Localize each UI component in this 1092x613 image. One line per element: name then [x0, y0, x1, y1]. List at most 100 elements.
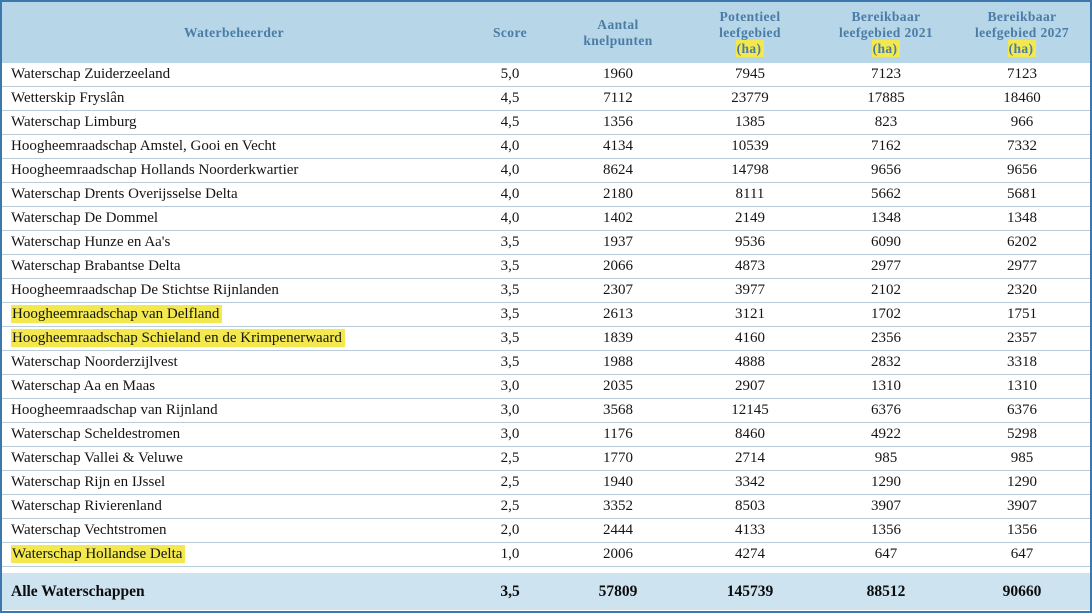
bereikbaar-2027-cell: 7332	[1007, 138, 1037, 154]
waterbeheerder-cell: Waterschap De Dommel	[2, 207, 466, 230]
knelpunten-cell: 1960	[603, 66, 633, 82]
waterbeheerder-name: Hoogheemraadschap Hollands Noorderkwarti…	[11, 162, 299, 178]
waterbeheerder-cell: Waterschap Brabantse Delta	[2, 255, 466, 278]
knelpunten-cell: 1770	[603, 450, 633, 466]
totals-score: 3,5	[500, 583, 520, 600]
waterbeheerder-name: Wetterskip Fryslân	[11, 90, 125, 106]
table-row: Waterschap Limburg 4,5 1356 1385 823 966	[2, 111, 1090, 135]
totals-potentieel: 145739	[726, 583, 774, 600]
waterbeheerder-cell: Waterschap Aa en Maas	[2, 375, 466, 398]
score-cell: 1,0	[500, 546, 520, 562]
potentieel-cell: 10539	[731, 138, 769, 154]
score-cell: 3,5	[500, 330, 520, 346]
bereikbaar-2021-cell: 1348	[871, 210, 901, 226]
bereikbaar-2021-cell: 4922	[871, 426, 901, 442]
bereikbaar-2027-cell: 7123	[1007, 66, 1037, 82]
table-row: Waterschap Zuiderzeeland 5,0 1960 7945 7…	[2, 63, 1090, 87]
bereikbaar-2021-cell: 1356	[871, 522, 901, 538]
score-cell: 4,0	[500, 162, 520, 178]
waterbeheerder-cell: Waterschap Zuiderzeeland	[2, 63, 466, 86]
knelpunten-cell: 2066	[603, 258, 633, 274]
bereikbaar-2021-cell: 985	[874, 450, 898, 466]
bereikbaar-2027-cell: 1290	[1007, 474, 1037, 490]
waterbeheerder-name: Waterschap Noorderzijlvest	[11, 354, 178, 370]
bereikbaar-2027-cell: 985	[1010, 450, 1034, 466]
potentieel-cell: 1385	[735, 114, 765, 130]
score-cell: 3,0	[500, 402, 520, 418]
table-row: Hoogheemraadschap Amstel, Gooi en Vecht …	[2, 135, 1090, 159]
bereikbaar-2027-cell: 647	[1010, 546, 1034, 562]
score-cell: 3,5	[500, 234, 520, 250]
waterbeheerder-cell: Waterschap Hollandse Delta	[2, 543, 466, 566]
knelpunten-cell: 1176	[603, 426, 633, 442]
bereikbaar-2027-cell: 3318	[1007, 354, 1037, 370]
waterbeheerder-name: Waterschap Zuiderzeeland	[11, 66, 171, 82]
knelpunten-cell: 2444	[603, 522, 633, 538]
potentieel-cell: 4160	[735, 330, 765, 346]
totals-bereikbaar-2027: 90660	[1002, 583, 1042, 600]
waterbeheerder-cell: Waterschap Vallei & Veluwe	[2, 447, 466, 470]
table-row: Wetterskip Fryslân 4,5 7112 23779 17885 …	[2, 87, 1090, 111]
header-row: Waterbeheerder Score Aantal knelpunten Poten…	[2, 2, 1090, 63]
column-header: Waterbeheerder	[183, 24, 285, 40]
totals-bereikbaar-2021: 88512	[866, 583, 906, 600]
bereikbaar-2027-cell: 9656	[1007, 162, 1037, 178]
score-cell: 3,0	[500, 378, 520, 394]
score-cell: 2,0	[500, 522, 520, 538]
potentieel-cell: 3977	[735, 282, 765, 298]
table-row: Waterschap Aa en Maas 3,0 2035 2907 1310…	[2, 375, 1090, 399]
score-cell: 2,5	[500, 450, 520, 466]
bereikbaar-2027-cell: 2977	[1007, 258, 1037, 274]
table-row: Hoogheemraadschap De Stichtse Rijnlanden…	[2, 279, 1090, 303]
knelpunten-cell: 7112	[603, 90, 633, 106]
waterbeheerder-cell: Wetterskip Fryslân	[2, 87, 466, 110]
potentieel-cell: 7945	[735, 66, 765, 82]
table-row: Waterschap Hunze en Aa's 3,5 1937 9536 6…	[2, 231, 1090, 255]
potentieel-cell: 4274	[735, 546, 765, 562]
table-row: Waterschap Rivierenland 2,5 3352 8503 39…	[2, 495, 1090, 519]
waterbeheerder-cell: Hoogheemraadschap van Delfland	[2, 303, 466, 326]
table-row: Waterschap Vechtstromen 2,0 2444 4133 13…	[2, 519, 1090, 543]
knelpunten-cell: 1356	[603, 114, 633, 130]
waterbeheerder-cell: Waterschap Drents Overijsselse Delta	[2, 183, 466, 206]
table-row: Waterschap Vallei & Veluwe 2,5 1770 2714…	[2, 447, 1090, 471]
column-header: Score	[493, 24, 527, 40]
waterbeheerder-name: Waterschap Limburg	[11, 114, 137, 130]
waterbeheerder-name: Waterschap Vallei & Veluwe	[11, 450, 183, 466]
table-row: Waterschap Drents Overijsselse Delta 4,0…	[2, 183, 1090, 207]
potentieel-cell: 23779	[731, 90, 769, 106]
waterbeheerder-name: Waterschap Brabantse Delta	[11, 258, 181, 274]
waterbeheerder-name: Hoogheemraadschap Schieland en de Krimpe…	[11, 329, 345, 347]
potentieel-cell: 3342	[735, 474, 765, 490]
waterbeheerder-cell: Hoogheemraadschap van Rijnland	[2, 399, 466, 422]
knelpunten-cell: 2613	[603, 306, 633, 322]
waterbeheerder-cell: Waterschap Scheldestromen	[2, 423, 466, 446]
table-row: Waterschap Scheldestromen 3,0 1176 8460 …	[2, 423, 1090, 447]
score-cell: 2,5	[500, 498, 520, 514]
score-cell: 4,5	[500, 90, 520, 106]
knelpunten-cell: 2006	[603, 546, 633, 562]
bereikbaar-2021-cell: 7123	[871, 66, 901, 82]
table-row: Waterschap Noorderzijlvest 3,5 1988 4888…	[2, 351, 1090, 375]
bereikbaar-2027-cell: 2357	[1007, 330, 1037, 346]
score-cell: 3,5	[500, 306, 520, 322]
waterbeheerder-name: Waterschap Drents Overijsselse Delta	[11, 186, 238, 202]
bereikbaar-2021-cell: 9656	[871, 162, 901, 178]
table-row: Waterschap De Dommel 4,0 1402 2149 1348 …	[2, 207, 1090, 231]
waterbeheerder-name: Waterschap Hunze en Aa's	[11, 234, 171, 250]
knelpunten-cell: 1402	[603, 210, 633, 226]
waterbeheerder-cell: Hoogheemraadschap Hollands Noorderkwarti…	[2, 159, 466, 182]
bereikbaar-2027-cell: 2320	[1007, 282, 1037, 298]
waterbeheerder-cell: Waterschap Vechtstromen	[2, 519, 466, 542]
waterbeheerder-name: Hoogheemraadschap van Rijnland	[11, 402, 218, 418]
score-cell: 4,0	[500, 210, 520, 226]
potentieel-cell: 2907	[735, 378, 765, 394]
potentieel-cell: 2714	[735, 450, 765, 466]
bereikbaar-2027-cell: 5298	[1007, 426, 1037, 442]
waterbeheerder-name: Waterschap Vechtstromen	[11, 522, 167, 538]
footer-gap	[2, 567, 1090, 573]
score-cell: 5,0	[500, 66, 520, 82]
table-row: Waterschap Brabantse Delta 3,5 2066 4873…	[2, 255, 1090, 279]
potentieel-cell: 3121	[735, 306, 765, 322]
waterbeheerder-cell: Hoogheemraadschap Schieland en de Krimpe…	[2, 327, 466, 350]
